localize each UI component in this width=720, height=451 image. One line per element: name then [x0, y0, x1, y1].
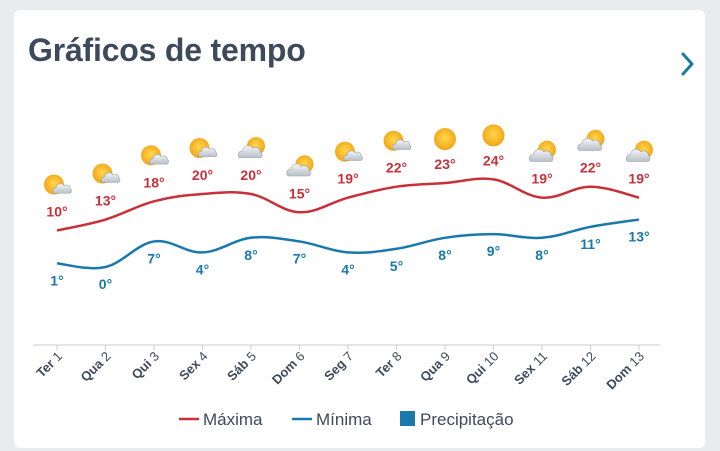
- data-label: 5°: [390, 258, 403, 274]
- data-label: 22°: [386, 160, 407, 176]
- legend-item-max[interactable]: Máxima: [179, 410, 263, 429]
- chevron-right-icon[interactable]: [678, 50, 698, 78]
- weather-chart-card: Gráficos de tempo: [14, 10, 705, 448]
- cloud-sun-icon: [577, 129, 605, 151]
- cloud-sun-icon: [625, 140, 653, 162]
- data-label: 0°: [99, 276, 112, 292]
- x-tick-label: Sex 11: [511, 349, 550, 388]
- data-label: 19°: [628, 171, 649, 187]
- data-label: 19°: [531, 171, 552, 187]
- data-label: 13°: [95, 193, 116, 209]
- data-label: 9°: [487, 243, 500, 259]
- data-label: 4°: [341, 261, 354, 277]
- data-label: 7°: [293, 250, 306, 266]
- data-label: 22°: [580, 160, 601, 176]
- legend-item-min[interactable]: Mínima: [292, 410, 372, 429]
- cloud-sun-icon: [528, 140, 556, 162]
- x-tick-label: Sáb 5: [224, 349, 259, 384]
- data-label: 18°: [143, 174, 164, 190]
- x-tick-label: Qua 9: [417, 349, 453, 385]
- cloud-sun-icon: [237, 137, 265, 159]
- data-label: 15°: [289, 185, 310, 201]
- legend-label-min: Mínima: [316, 410, 372, 429]
- data-label: 24°: [483, 152, 504, 168]
- x-tick-label: Sex 4: [176, 349, 211, 384]
- chart-legend: Máxima Mínima Precipitação: [179, 410, 514, 429]
- sun-cloud-icon: [44, 174, 72, 195]
- cloud-sun-icon: [286, 155, 314, 177]
- x-tick-label: Ter 8: [373, 349, 405, 381]
- legend-label-precip: Precipitação: [420, 410, 514, 429]
- data-label: 4°: [196, 261, 209, 277]
- data-label: 8°: [535, 247, 548, 263]
- data-label: 19°: [337, 171, 358, 187]
- x-tick-label: Dom 6: [269, 349, 308, 388]
- data-label: 13°: [628, 229, 649, 245]
- x-tick-label: Ter 1: [33, 349, 65, 381]
- sun-cloud-icon: [189, 138, 218, 158]
- x-tick-label: Seg 7: [321, 349, 356, 384]
- x-tick-label: Dom 13: [603, 349, 647, 393]
- sun-icon: [482, 124, 505, 147]
- data-label: 8°: [438, 247, 451, 263]
- data-label: 11°: [580, 236, 600, 252]
- legend-item-precip[interactable]: Precipitação: [400, 410, 514, 429]
- sun-icon: [434, 128, 456, 151]
- data-label: 1°: [50, 272, 63, 288]
- x-tick-label: Sáb 12: [558, 349, 598, 389]
- data-label: 20°: [192, 167, 213, 183]
- data-label: 10°: [46, 204, 67, 220]
- legend-label-max: Máxima: [203, 410, 263, 429]
- data-label: 23°: [434, 156, 455, 172]
- sun-cloud-icon: [383, 130, 412, 151]
- x-tick-label: Qua 2: [77, 349, 113, 385]
- data-label: 8°: [244, 247, 257, 263]
- page-title: Gráficos de tempo: [28, 32, 306, 68]
- data-label: 20°: [240, 167, 261, 183]
- sun-cloud-icon: [92, 163, 121, 184]
- sun-cloud-icon: [141, 145, 169, 166]
- sun-cloud-icon: [335, 141, 363, 162]
- x-tick-label: Qui 10: [463, 349, 502, 388]
- data-label: 7°: [147, 250, 160, 266]
- x-tick-label: Qui 3: [129, 349, 163, 383]
